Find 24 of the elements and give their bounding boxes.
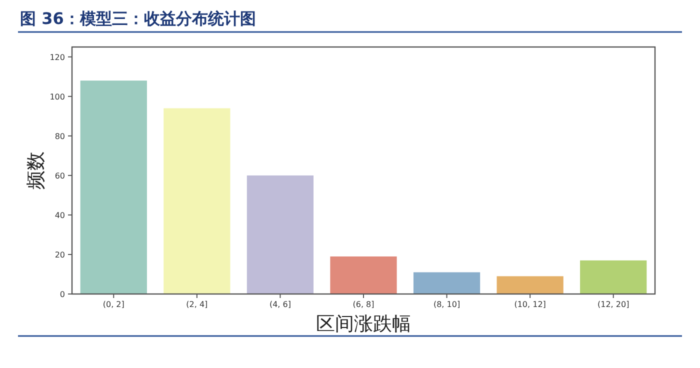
x-tick-label: (10, 12]: [514, 300, 546, 309]
y-tick-label: 20: [54, 250, 65, 260]
x-tick-label: (4, 6]: [269, 300, 291, 309]
x-tick-label: (8, 10]: [433, 300, 460, 309]
x-tick-label: (12, 20]: [598, 300, 630, 309]
bar: [246, 175, 314, 294]
y-tick-label: 0: [60, 290, 65, 299]
chart-title: 图 36：模型三：收益分布统计图: [20, 9, 256, 28]
x-tick-label: (0, 2]: [102, 300, 124, 309]
bar: [580, 260, 647, 294]
x-axis-title: 区间涨跌幅: [316, 313, 411, 335]
bar: [80, 80, 147, 294]
bar: [164, 108, 230, 294]
bar: [330, 256, 397, 294]
y-tick-label: 60: [54, 171, 65, 180]
y-tick-label: 100: [50, 92, 65, 102]
y-tick-label: 80: [54, 132, 65, 141]
y-axis-title: 频数: [25, 152, 47, 190]
x-tick-label: (6, 8]: [352, 300, 374, 309]
bar: [413, 272, 480, 294]
y-tick-label: 120: [50, 52, 65, 62]
x-tick-label: (2, 4]: [186, 300, 208, 309]
bar: [496, 276, 564, 294]
y-tick-label: 40: [54, 210, 65, 220]
